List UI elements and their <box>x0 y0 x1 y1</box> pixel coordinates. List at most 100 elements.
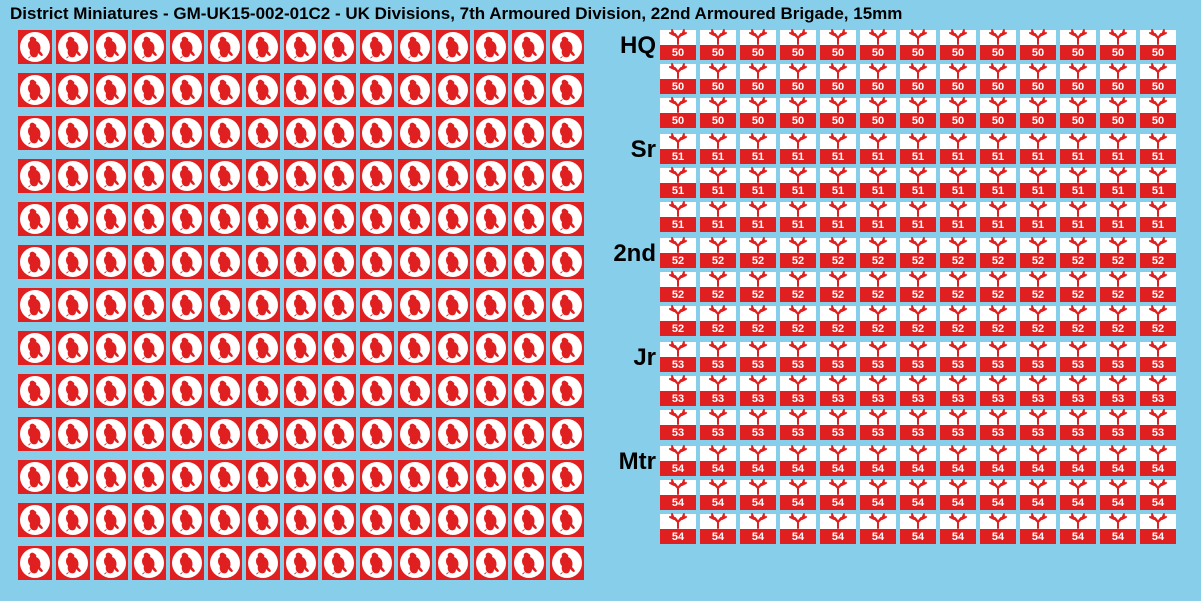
unit-badge: 51 <box>780 202 816 232</box>
jerboa-decal <box>170 331 204 365</box>
badge-number: 50 <box>980 48 1016 59</box>
unit-badge: 50 <box>780 30 816 60</box>
jerboa-decal <box>284 331 318 365</box>
jerboa-decal <box>322 546 356 580</box>
badge-number: 50 <box>740 82 776 93</box>
group-label: 2nd <box>600 240 656 268</box>
unit-badge: 51 <box>1060 202 1096 232</box>
badge-number: 52 <box>780 256 816 267</box>
jerboa-decal <box>322 288 356 322</box>
badge-number: 54 <box>660 532 696 543</box>
badge-number: 53 <box>980 428 1016 439</box>
jerboa-decal <box>56 288 90 322</box>
unit-badge: 54 <box>1020 446 1056 476</box>
badge-number: 51 <box>1100 220 1136 231</box>
unit-badge: 50 <box>1020 64 1056 94</box>
unit-badge: 53 <box>1060 342 1096 372</box>
jerboa-grid <box>18 30 584 580</box>
unit-badge: 53 <box>1100 410 1136 440</box>
unit-badge: 50 <box>1100 98 1136 128</box>
badge-number: 54 <box>660 464 696 475</box>
badge-number: 53 <box>860 360 896 371</box>
jerboa-decal <box>550 30 584 64</box>
unit-badge: 50 <box>940 64 976 94</box>
jerboa-decal <box>550 288 584 322</box>
jerboa-decal <box>208 30 242 64</box>
jerboa-decal <box>246 288 280 322</box>
unit-badge: 51 <box>1140 168 1176 198</box>
badge-number: 54 <box>860 464 896 475</box>
jerboa-decal <box>322 460 356 494</box>
badge-number: 53 <box>1140 428 1176 439</box>
unit-badge: 51 <box>740 134 776 164</box>
jerboa-decal <box>56 331 90 365</box>
badge-number: 53 <box>1140 394 1176 405</box>
unit-badge: 54 <box>860 480 896 510</box>
badge-number: 52 <box>1140 324 1176 335</box>
unit-badge: 54 <box>660 446 696 476</box>
jerboa-decal <box>360 202 394 236</box>
unit-badge: 53 <box>700 376 736 406</box>
unit-badge: 53 <box>820 410 856 440</box>
jerboa-decal <box>360 331 394 365</box>
unit-badge: 52 <box>940 238 976 268</box>
unit-badge: 51 <box>1100 202 1136 232</box>
unit-badge: 53 <box>900 410 936 440</box>
badge-number: 53 <box>1060 360 1096 371</box>
jerboa-decal <box>360 116 394 150</box>
badge-number: 52 <box>900 256 936 267</box>
badge-number: 53 <box>820 360 856 371</box>
badge-number: 52 <box>900 324 936 335</box>
unit-badge: 53 <box>1060 376 1096 406</box>
badge-number: 50 <box>1020 116 1056 127</box>
jerboa-decal <box>322 245 356 279</box>
badge-grid: 5353535353535353535353535353535353535353… <box>660 342 1190 440</box>
unit-badge: 52 <box>1060 272 1096 302</box>
unit-badge: 50 <box>820 98 856 128</box>
jerboa-decal <box>18 116 52 150</box>
badge-number: 51 <box>980 186 1016 197</box>
badge-number: 54 <box>1140 532 1176 543</box>
jerboa-decal <box>246 202 280 236</box>
unit-badge: 54 <box>660 480 696 510</box>
jerboa-decal <box>436 417 470 451</box>
jerboa-decal <box>398 245 432 279</box>
jerboa-decal <box>170 417 204 451</box>
unit-badge: 53 <box>700 410 736 440</box>
jerboa-decal <box>246 245 280 279</box>
unit-badge: 51 <box>660 168 696 198</box>
unit-badge: 54 <box>700 480 736 510</box>
jerboa-decal <box>18 30 52 64</box>
jerboa-decal <box>436 374 470 408</box>
badge-number: 52 <box>940 256 976 267</box>
badge-number: 54 <box>780 532 816 543</box>
jerboa-decal <box>398 73 432 107</box>
unit-badge: 53 <box>660 376 696 406</box>
badge-number: 52 <box>1060 324 1096 335</box>
jerboa-decal <box>284 245 318 279</box>
unit-badge: 53 <box>1020 342 1056 372</box>
unit-badge: 54 <box>780 514 816 544</box>
jerboa-decal <box>132 202 166 236</box>
badge-number: 51 <box>1140 186 1176 197</box>
unit-badge: 50 <box>860 30 896 60</box>
unit-badge: 54 <box>1140 514 1176 544</box>
jerboa-decal <box>512 159 546 193</box>
badge-number: 54 <box>660 498 696 509</box>
badge-number: 52 <box>740 256 776 267</box>
jerboa-decal <box>550 417 584 451</box>
unit-badge: 51 <box>820 168 856 198</box>
jerboa-decal <box>436 116 470 150</box>
unit-badge: 50 <box>660 30 696 60</box>
jerboa-decal <box>56 159 90 193</box>
unit-badge: 52 <box>660 272 696 302</box>
badge-number: 54 <box>1060 532 1096 543</box>
jerboa-decal <box>94 116 128 150</box>
unit-badge: 50 <box>860 98 896 128</box>
badge-number: 52 <box>820 324 856 335</box>
badge-number: 52 <box>1100 324 1136 335</box>
badge-number: 51 <box>660 186 696 197</box>
unit-badge: 52 <box>700 238 736 268</box>
jerboa-decal <box>94 202 128 236</box>
badge-number: 50 <box>820 82 856 93</box>
